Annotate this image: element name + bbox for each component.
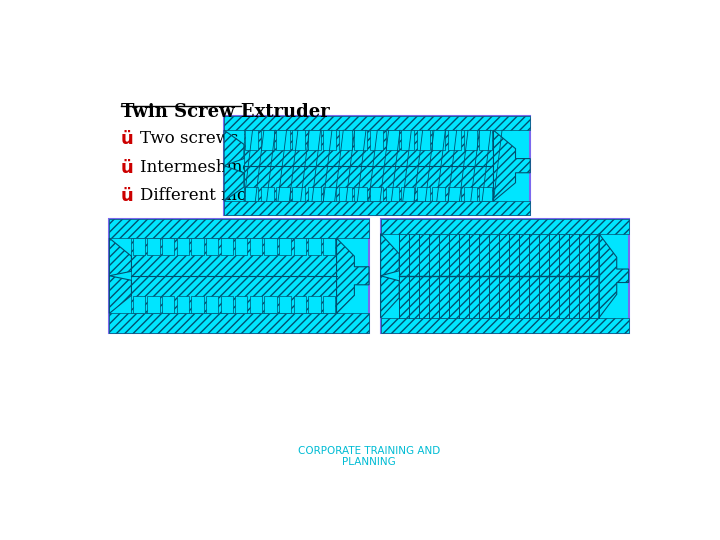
Bar (235, 296, 248, 313)
Bar (294, 238, 306, 255)
Text: Intermeshing type are more popular.: Intermeshing type are more popular. (140, 159, 450, 176)
Polygon shape (224, 130, 244, 201)
Bar (279, 296, 292, 313)
Bar (370, 187, 383, 201)
Polygon shape (599, 234, 629, 318)
Bar (244, 130, 493, 201)
Bar (323, 296, 336, 313)
Bar (339, 187, 352, 201)
Bar (432, 187, 446, 201)
Bar (176, 296, 189, 313)
Bar (432, 130, 446, 150)
Bar (224, 117, 530, 215)
Bar (381, 219, 629, 234)
Text: ü: ü (121, 159, 134, 177)
Bar (308, 238, 320, 255)
Bar (220, 238, 233, 255)
Bar (192, 238, 204, 255)
Bar (323, 130, 336, 150)
Bar (264, 238, 276, 255)
Bar (354, 187, 367, 201)
Bar (132, 238, 336, 313)
Bar (292, 130, 305, 150)
Bar (132, 296, 145, 313)
Text: Twin Screw Extruder: Twin Screw Extruder (121, 103, 330, 122)
Bar (307, 130, 320, 150)
Bar (206, 238, 218, 255)
Bar (401, 187, 414, 201)
Bar (292, 187, 305, 201)
Bar (323, 238, 336, 255)
Bar (220, 296, 233, 313)
Bar (464, 130, 477, 150)
Bar (162, 296, 174, 313)
Bar (479, 187, 492, 201)
Polygon shape (493, 130, 530, 201)
Bar (464, 187, 477, 201)
Bar (224, 117, 530, 130)
Bar (261, 187, 274, 201)
Bar (109, 219, 369, 238)
Bar (206, 296, 218, 313)
Bar (276, 130, 289, 150)
Bar (162, 238, 174, 255)
Bar (417, 130, 430, 150)
Bar (176, 238, 189, 255)
Bar (148, 296, 160, 313)
Polygon shape (336, 238, 369, 313)
Bar (276, 187, 289, 201)
Bar (381, 219, 629, 333)
Bar (381, 318, 629, 333)
Bar (250, 238, 262, 255)
Text: Different models/design available: Different models/design available (140, 187, 423, 204)
Bar (192, 296, 204, 313)
Bar (235, 238, 248, 255)
Bar (479, 130, 492, 150)
Bar (148, 238, 160, 255)
Bar (385, 130, 399, 150)
Bar (246, 130, 258, 150)
Bar (307, 187, 320, 201)
Bar (448, 130, 461, 150)
Bar (294, 296, 306, 313)
Text: CORPORATE TRAINING AND: CORPORATE TRAINING AND (298, 446, 440, 456)
Bar (417, 187, 430, 201)
Text: ü: ü (121, 187, 134, 205)
Text: PLANNING: PLANNING (342, 457, 396, 467)
Bar (339, 130, 352, 150)
Bar (448, 187, 461, 201)
Polygon shape (109, 238, 132, 313)
Bar (399, 234, 599, 318)
Bar (224, 201, 530, 215)
Bar (308, 296, 320, 313)
Bar (370, 130, 383, 150)
Bar (250, 296, 262, 313)
Bar (385, 187, 399, 201)
Text: ü: ü (121, 130, 134, 148)
Bar (132, 238, 145, 255)
Bar (401, 130, 414, 150)
Bar (279, 238, 292, 255)
Bar (109, 219, 369, 333)
Bar (109, 313, 369, 333)
Polygon shape (381, 234, 399, 318)
Bar (261, 130, 274, 150)
Bar (354, 130, 367, 150)
Bar (264, 296, 276, 313)
Bar (246, 187, 258, 201)
Bar (323, 187, 336, 201)
Text: Two screws rotating inside a barrel.: Two screws rotating inside a barrel. (140, 130, 444, 147)
